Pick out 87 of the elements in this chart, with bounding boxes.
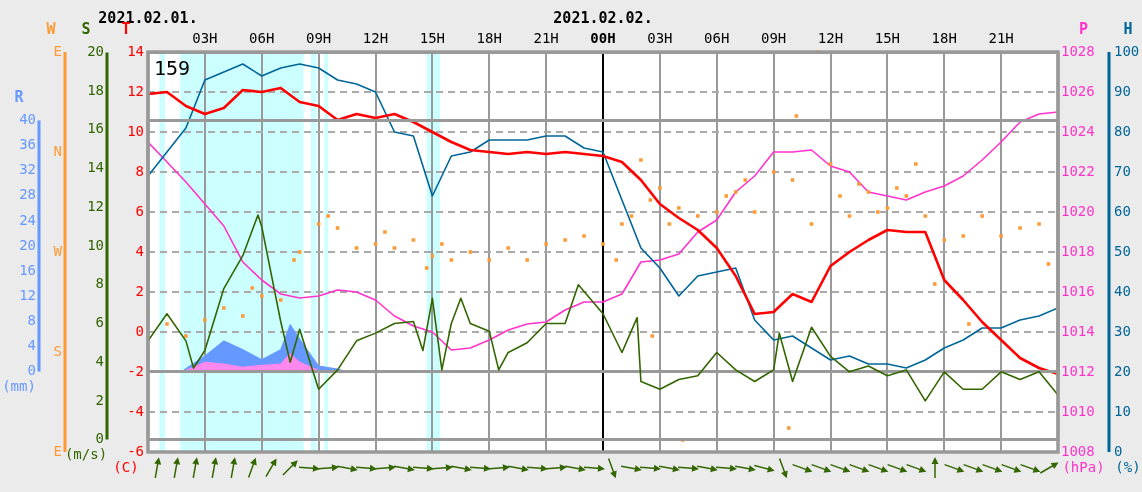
y2-tick-label: 1024 (1061, 122, 1095, 139)
y-axis-title: S (81, 20, 91, 39)
y-tick-label: 0 (95, 430, 104, 447)
y-tick-label: 40 (19, 111, 36, 128)
y3-tick-label: 100 (1114, 42, 1140, 59)
y3-tick-label: 60 (1114, 202, 1131, 219)
y-tick-label: 4 (27, 337, 36, 354)
x-tick-label: 03H (647, 30, 673, 47)
y-tick-label: 12 (127, 82, 144, 99)
y-tick-label: 0 (27, 362, 36, 379)
y3-axis-title: H (1123, 19, 1133, 38)
x-tick-label: 09H (305, 30, 332, 47)
y3-tick-label: 20 (1114, 362, 1131, 379)
y3-tick-label: 10 (1114, 402, 1131, 419)
text: E (53, 442, 62, 459)
x-tick-label: 06H (249, 30, 275, 47)
y2-tick-label: 1012 (1061, 362, 1095, 379)
y3-tick-label: 70 (1114, 162, 1131, 179)
text: N (53, 142, 62, 159)
x-tick-label: 12H (362, 30, 389, 47)
x-tick-label: 00H (590, 30, 616, 47)
y-tick-label: 6 (95, 314, 104, 331)
y-tick-label: 6 (135, 202, 144, 219)
y-tick-label: 16 (19, 261, 36, 278)
y2-tick-label: 1022 (1061, 162, 1095, 179)
y2-tick-label: 1014 (1061, 322, 1095, 339)
y-tick-label: -4 (127, 402, 144, 419)
y-tick-label: 24 (19, 211, 36, 228)
text: (mm) (2, 378, 36, 395)
y2-tick-label: 1028 (1061, 42, 1095, 59)
y-tick-label: -2 (127, 362, 144, 379)
y3-tick-label: 80 (1114, 122, 1131, 139)
text: (C) (113, 458, 139, 475)
y-axis-title: R (14, 88, 25, 107)
text: (%) (1115, 458, 1141, 475)
x-tick-label: 06H (704, 30, 730, 47)
y-tick-label: 8 (135, 162, 144, 179)
y3-tick-label: 50 (1114, 242, 1131, 259)
y-tick-label: 4 (135, 242, 144, 259)
x-tick-label: 21H (533, 30, 559, 47)
y-tick-label: 14 (127, 42, 144, 59)
y-tick-label: 10 (127, 122, 144, 139)
y2-tick-label: 1016 (1061, 282, 1095, 299)
y2-tick-label: 1010 (1061, 402, 1095, 419)
y-tick-label: 10 (87, 236, 104, 253)
y-tick-label: 0 (135, 322, 144, 339)
y2-tick-label: 1020 (1061, 202, 1095, 219)
y-tick-label: 36 (19, 136, 36, 153)
y-axis-title: W (46, 19, 57, 38)
text: (m/s) (64, 446, 108, 463)
y3-tick-label: 90 (1114, 82, 1131, 99)
y-tick-label: 14 (87, 159, 104, 176)
x-tick-label: 15H (419, 30, 446, 47)
annotation: 159 (154, 56, 191, 81)
text: (hPa) (1062, 458, 1105, 475)
y3-tick-label: 30 (1114, 322, 1131, 339)
y-tick-label: 2 (95, 391, 104, 408)
x-tick-label: 03H (192, 30, 218, 47)
y2-axis-title: P (1078, 19, 1089, 38)
y2-tick-label: 1008 (1061, 442, 1095, 459)
y-tick-label: 28 (19, 186, 36, 203)
y-tick-label: -6 (127, 442, 144, 459)
y-tick-label: 8 (95, 275, 104, 292)
x-tick-label: 18H (476, 30, 502, 47)
text: E (53, 42, 62, 59)
x-tick-label: 18H (931, 30, 957, 47)
y2-tick-label: 1018 (1061, 242, 1095, 259)
y-tick-label: 2 (135, 282, 144, 299)
x-tick-label: 12H (817, 30, 844, 47)
text: S (53, 342, 62, 359)
y-tick-label: 32 (19, 161, 36, 178)
x-tick-label: 15H (874, 30, 901, 47)
y-tick-label: 20 (87, 43, 104, 60)
x-tick-label: 21H (988, 30, 1014, 47)
y3-tick-label: 0 (1114, 442, 1123, 459)
y-tick-label: 12 (87, 197, 104, 214)
text: W (53, 242, 63, 259)
y-tick-label: 16 (87, 120, 104, 137)
y3-tick-label: 40 (1114, 282, 1131, 299)
y-tick-label: 12 (19, 286, 36, 303)
x2-tick-label: 2021.02.02. (553, 8, 653, 27)
y-tick-label: 4 (95, 352, 104, 369)
y-tick-label: 18 (87, 81, 104, 98)
y-tick-label: 8 (27, 312, 36, 328)
y2-tick-label: 1026 (1061, 82, 1095, 99)
x-tick-label: 09H (760, 30, 787, 47)
y-tick-label: 20 (19, 236, 36, 253)
